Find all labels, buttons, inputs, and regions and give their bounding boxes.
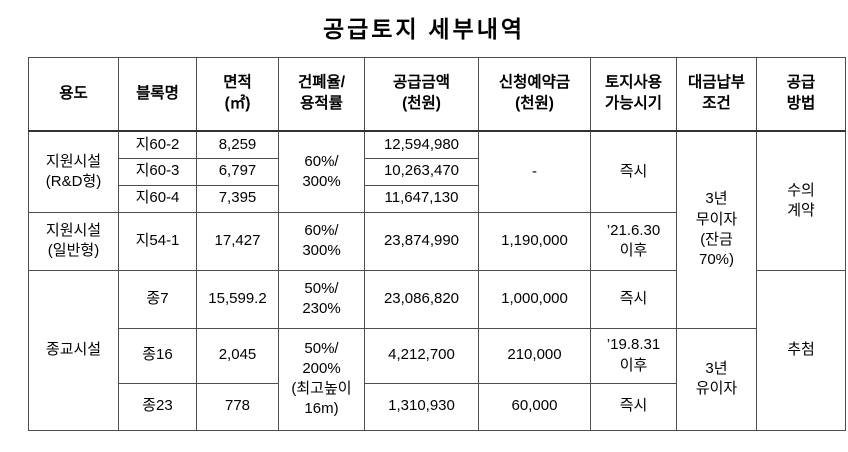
ratio-cell: 50%/ 230% [278,269,365,329]
use-cell: 지원시설 (R&D형) [28,130,119,213]
available-cell: 즉시 [590,130,677,213]
deposit-cell: 60,000 [478,382,591,431]
header-payment-terms: 대금납부 조건 [676,57,757,132]
use-cell: 종교시설 [28,269,119,431]
amount-cell: 11,647,130 [364,184,479,213]
deposit-cell: 210,000 [478,327,591,384]
table-row-jong23: 종23 778 1,310,930 60,000 즉시 [29,382,846,431]
table-row-jong16: 종16 2,045 50%/ 200% (최고높이 16m) 4,212,700… [29,327,846,431]
area-cell: 2,045 [196,327,279,384]
area-cell: 17,427 [196,211,279,271]
header-use: 용도 [28,57,119,132]
header-block-name: 블록명 [118,57,197,132]
area-cell: 778 [196,382,279,431]
amount-cell: 23,086,820 [364,269,479,329]
header-available-time: 토지사용 가능시기 [590,57,677,132]
page: 공급토지 세부내역 용도 블록명 면적 (㎡) 건폐율/ 용적률 공급금액 (천… [28,17,846,431]
method-cell: 수의 계약 [756,130,846,271]
use-cell: 지원시설 (일반형) [28,211,119,271]
available-cell: 즉시 [590,382,677,431]
page-title: 공급토지 세부내역 [322,17,526,42]
header-supply-method: 공급 방법 [756,57,846,132]
area-cell: 7,395 [196,184,279,213]
table-row-ji60-4: 지60-4 7,395 11,647,130 [29,184,846,213]
ratio-cell: 60%/ 300% [278,211,365,271]
ratio-cell: 60%/ 300% [278,130,365,213]
available-cell: 즉시 [590,269,677,329]
available-cell: ’19.8.31 이후 [590,327,677,384]
header-supply-amount: 공급금액 (천원) [364,57,479,132]
table-row-ji60-3: 지60-3 6,797 10,263,470 [29,157,846,186]
header-coverage-ratio: 건폐율/ 용적률 [278,57,365,132]
table-row-ji54-1: 지원시설 (일반형) 지54-1 17,427 60%/ 300% 23,874… [28,211,846,271]
area-cell: 15,599.2 [196,269,279,329]
amount-cell: 4,212,700 [364,327,479,384]
area-cell: 6,797 [196,157,279,186]
block-cell: 지60-3 [118,157,197,186]
supply-land-table: 용도 블록명 면적 (㎡) 건폐율/ 용적률 공급금액 (천원) 신청예약금 (… [28,57,846,431]
ratio-cell: 50%/ 200% (최고높이 16m) [278,327,365,431]
payment-cell: 3년 무이자 (잔금 70%) [676,130,757,329]
method-cell: 추첨 [756,269,846,431]
deposit-cell: 1,000,000 [478,269,591,329]
header-row: 용도 블록명 면적 (㎡) 건폐율/ 용적률 공급금액 (천원) 신청예약금 (… [28,57,846,132]
block-cell: 종16 [118,327,197,384]
deposit-cell: - [478,130,591,213]
table-row-ji60-2: 지원시설 (R&D형) 지60-2 8,259 60%/ 300% 12,594… [28,130,846,329]
area-cell: 8,259 [196,130,279,159]
payment-cell: 3년 유이자 [676,327,757,431]
available-cell: ’21.6.30 이후 [590,211,677,271]
header-deposit: 신청예약금 (천원) [478,57,591,132]
amount-cell: 10,263,470 [364,157,479,186]
block-cell: 지54-1 [118,211,197,271]
amount-cell: 12,594,980 [364,130,479,159]
amount-cell: 23,874,990 [364,211,479,271]
block-cell: 지60-2 [118,130,197,159]
amount-cell: 1,310,930 [364,382,479,431]
deposit-cell: 1,190,000 [478,211,591,271]
block-cell: 지60-4 [118,184,197,213]
header-area: 면적 (㎡) [196,57,279,132]
block-cell: 종7 [118,269,197,329]
block-cell: 종23 [118,382,197,431]
